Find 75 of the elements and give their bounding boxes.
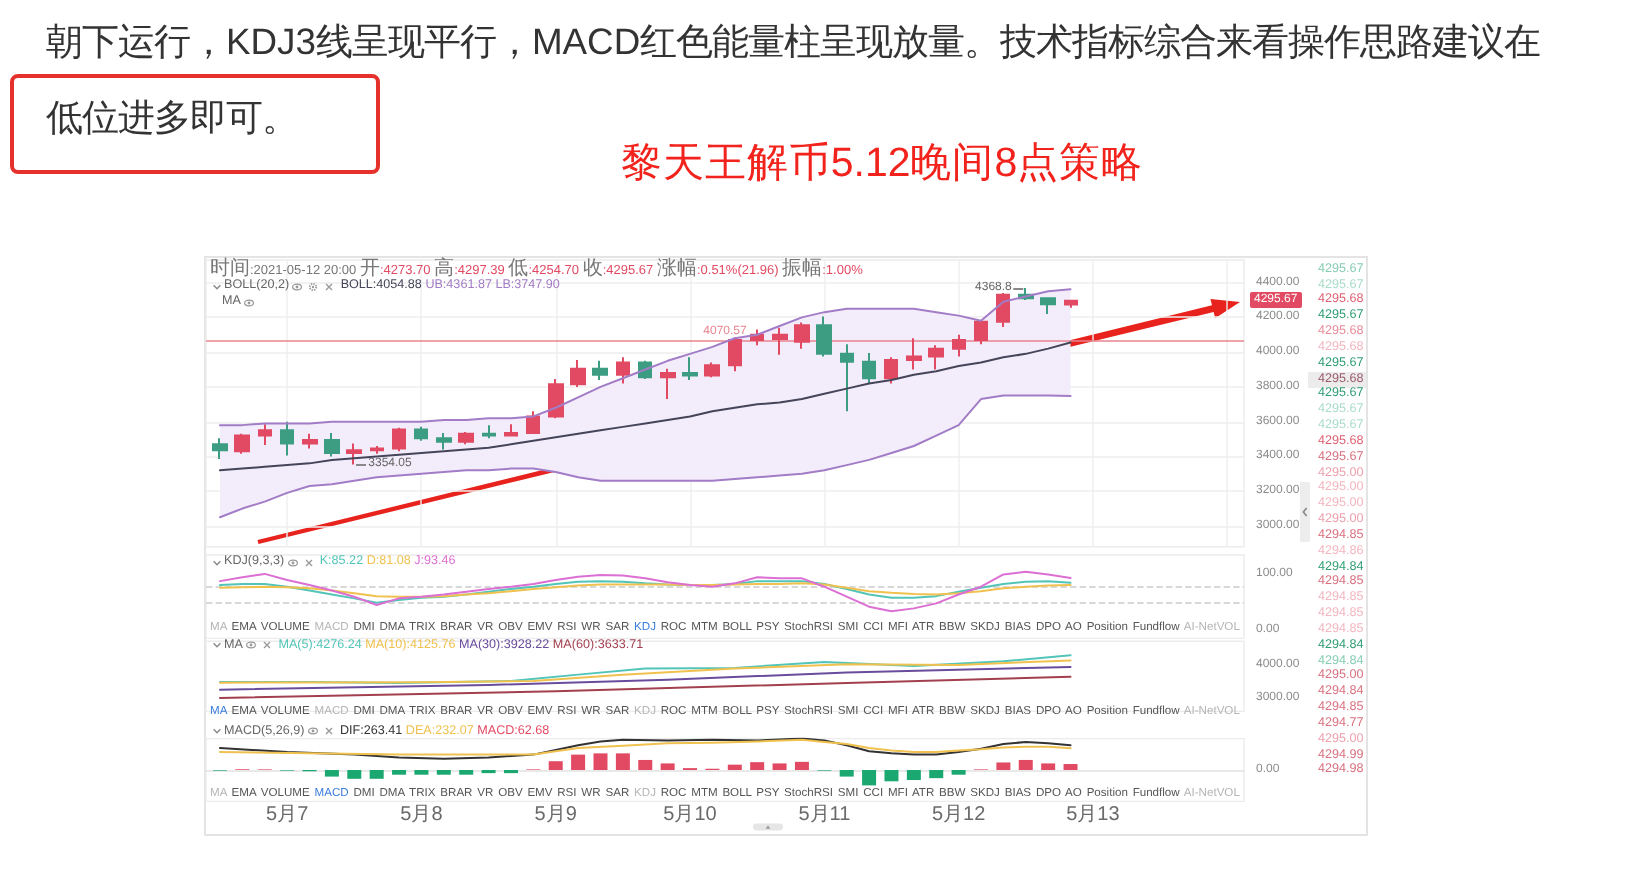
bar	[862, 770, 877, 786]
bar	[906, 770, 921, 781]
candlestick	[928, 344, 944, 371]
candlestick	[324, 431, 340, 458]
candlestick	[660, 367, 676, 401]
candlestick	[526, 410, 540, 435]
candlestick	[704, 361, 720, 379]
line-series	[218, 582, 1072, 598]
bar	[1041, 763, 1056, 770]
candlestick	[840, 343, 854, 413]
line-series	[218, 675, 1072, 700]
text: 低位进多即可。	[46, 96, 298, 138]
bar	[1018, 759, 1033, 770]
bar	[794, 761, 809, 770]
candlestick	[302, 432, 318, 450]
bar	[660, 763, 675, 770]
line-series	[218, 394, 1072, 519]
candlestick	[728, 336, 742, 373]
x-tick-label: 5月8	[400, 804, 444, 827]
candlestick	[1064, 299, 1078, 309]
candlestick	[346, 442, 362, 466]
bar	[615, 753, 630, 770]
bar	[929, 770, 944, 779]
candlestick	[906, 337, 922, 371]
x-tick-label: 5月7	[266, 804, 310, 827]
candlestick	[570, 358, 586, 388]
candlestick	[212, 437, 228, 461]
bar	[727, 764, 742, 770]
line-series	[218, 288, 1072, 427]
bar	[750, 762, 765, 770]
candlestick	[280, 420, 294, 457]
x-tick-label: 5月12	[931, 804, 987, 827]
candlestick	[794, 321, 810, 350]
bar	[548, 761, 563, 770]
candlestick	[414, 425, 428, 442]
candlestick	[234, 432, 250, 455]
bar	[324, 770, 339, 777]
candlestick	[772, 326, 788, 356]
line-series	[218, 570, 1072, 613]
x-tick-label: 5月13	[1066, 804, 1121, 827]
candlestick	[258, 423, 272, 447]
text: 朝下运行，KDJ3线呈现平行，MACD红色能量柱呈现放量。技术指标综合来看操作思路建议在	[46, 20, 1541, 62]
candlestick	[548, 378, 564, 420]
candlestick	[816, 315, 832, 358]
candlestick	[392, 426, 406, 453]
x-tick-label: 5月9	[534, 804, 578, 827]
line-series	[218, 666, 1072, 691]
bar	[369, 770, 384, 779]
candlestick	[504, 423, 518, 438]
candlestick	[1040, 296, 1056, 315]
candlestick	[996, 292, 1010, 328]
chart-title: 黎天王解币5.12晚间8点策略	[620, 140, 1144, 186]
line-series	[218, 341, 1072, 472]
bar	[593, 753, 608, 770]
bar	[638, 759, 653, 770]
candlestick	[682, 356, 698, 381]
candlestick	[884, 356, 898, 385]
candlestick	[458, 431, 474, 446]
bar	[996, 762, 1011, 770]
bar	[884, 770, 899, 782]
candlestick	[436, 431, 452, 451]
candlestick	[862, 351, 876, 385]
bar	[839, 770, 854, 777]
bar	[772, 763, 787, 770]
candlestick	[482, 424, 496, 440]
x-tick-label: 5月10	[663, 804, 718, 827]
candlestick	[592, 359, 608, 381]
bar	[571, 754, 586, 770]
bar	[347, 770, 362, 779]
candlestick	[974, 318, 988, 346]
candlestick	[952, 333, 966, 358]
candlestick	[370, 444, 384, 455]
bar	[1063, 764, 1078, 770]
x-tick-label: 5月11	[798, 804, 852, 827]
candlestick	[616, 356, 630, 385]
